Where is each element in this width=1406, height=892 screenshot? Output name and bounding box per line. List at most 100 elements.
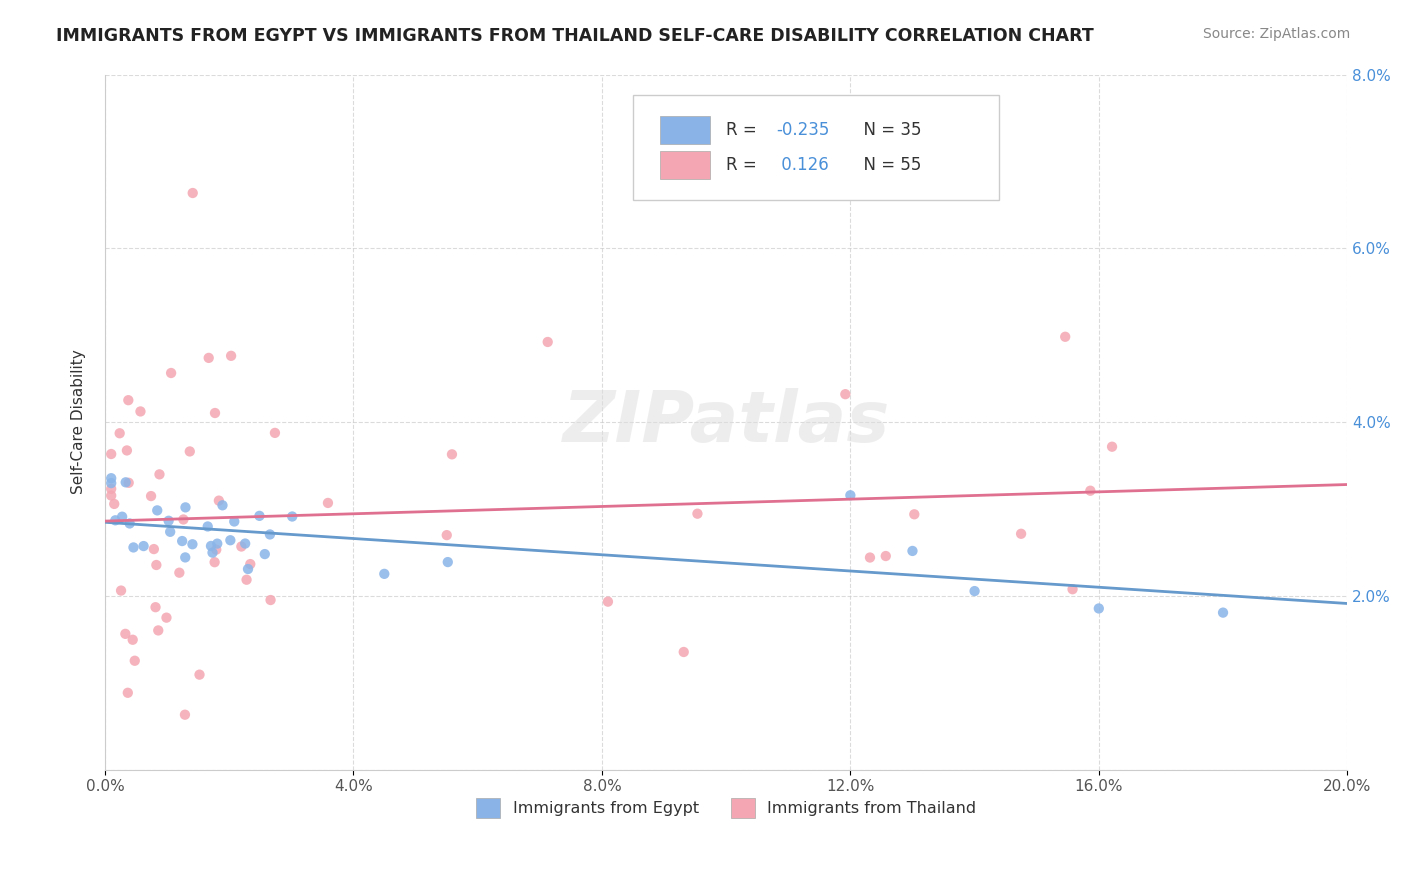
Point	[181, 537, 204, 551]
Point	[219, 533, 242, 548]
Point	[875, 549, 897, 563]
Text: 0.126: 0.126	[776, 156, 828, 174]
Point	[155, 610, 177, 624]
Text: R =: R =	[725, 121, 762, 139]
Point	[179, 444, 201, 458]
Point	[1078, 483, 1101, 498]
Point	[219, 349, 242, 363]
Point	[111, 509, 134, 524]
Point	[174, 550, 197, 565]
Point	[169, 566, 191, 580]
Point	[118, 475, 141, 490]
FancyBboxPatch shape	[661, 151, 710, 178]
Point	[1062, 582, 1084, 597]
Point	[174, 500, 197, 515]
Point	[253, 547, 276, 561]
Point	[204, 555, 226, 569]
Point	[129, 404, 152, 418]
Point	[122, 541, 145, 555]
Point	[114, 627, 136, 641]
Point	[159, 524, 181, 539]
Point	[118, 516, 141, 531]
Point	[200, 539, 222, 553]
Point	[373, 566, 395, 581]
FancyBboxPatch shape	[633, 95, 1000, 200]
Point	[103, 497, 125, 511]
Point	[174, 707, 197, 722]
Point	[121, 632, 143, 647]
Point	[197, 519, 219, 533]
Point	[231, 540, 253, 554]
Point	[132, 539, 155, 553]
Point	[117, 393, 139, 408]
Point	[197, 351, 219, 365]
Point	[201, 546, 224, 560]
Point	[160, 366, 183, 380]
Point	[145, 558, 167, 572]
Point	[834, 387, 856, 401]
Point	[211, 498, 233, 512]
FancyBboxPatch shape	[661, 116, 710, 144]
Point	[316, 496, 339, 510]
Point	[1054, 330, 1077, 344]
Point	[172, 512, 194, 526]
Point	[148, 624, 170, 638]
Point	[259, 593, 281, 607]
Point	[537, 334, 560, 349]
Point	[142, 542, 165, 557]
Point	[208, 493, 231, 508]
Legend: Immigrants from Egypt, Immigrants from Thailand: Immigrants from Egypt, Immigrants from T…	[470, 792, 983, 824]
Point	[124, 654, 146, 668]
Point	[239, 557, 262, 571]
Point	[235, 573, 257, 587]
Point	[148, 467, 170, 482]
Text: R =: R =	[725, 156, 762, 174]
Point	[236, 562, 259, 576]
Point	[281, 509, 304, 524]
Text: Source: ZipAtlas.com: Source: ZipAtlas.com	[1202, 27, 1350, 41]
Point	[100, 471, 122, 485]
Point	[839, 488, 862, 502]
Text: ZIPatlas: ZIPatlas	[562, 388, 890, 457]
Point	[259, 527, 281, 541]
Point	[100, 482, 122, 496]
Point	[249, 508, 271, 523]
Point	[181, 186, 204, 200]
Point	[224, 515, 246, 529]
Point	[172, 534, 194, 549]
Text: N = 55: N = 55	[853, 156, 921, 174]
Point	[963, 584, 986, 599]
Point	[139, 489, 162, 503]
Text: N = 35: N = 35	[853, 121, 921, 139]
Point	[903, 508, 925, 522]
Point	[117, 686, 139, 700]
Point	[108, 426, 131, 441]
Point	[100, 489, 122, 503]
Point	[859, 550, 882, 565]
Point	[672, 645, 695, 659]
Text: -0.235: -0.235	[776, 121, 830, 139]
Point	[1088, 601, 1111, 615]
Point	[157, 514, 180, 528]
Point	[104, 513, 127, 527]
Point	[146, 503, 169, 517]
Point	[901, 544, 924, 558]
Point	[188, 667, 211, 681]
Point	[207, 536, 229, 550]
Point	[440, 447, 463, 461]
Point	[436, 555, 458, 569]
Point	[264, 425, 287, 440]
Point	[436, 528, 458, 542]
Point	[100, 447, 122, 461]
Point	[204, 406, 226, 420]
Point	[205, 542, 228, 557]
Point	[145, 600, 167, 615]
Point	[1010, 526, 1032, 541]
Y-axis label: Self-Care Disability: Self-Care Disability	[72, 350, 86, 494]
Point	[233, 536, 256, 550]
Text: IMMIGRANTS FROM EGYPT VS IMMIGRANTS FROM THAILAND SELF-CARE DISABILITY CORRELATI: IMMIGRANTS FROM EGYPT VS IMMIGRANTS FROM…	[56, 27, 1094, 45]
Point	[114, 475, 136, 490]
Point	[110, 583, 132, 598]
Point	[115, 443, 138, 458]
Point	[686, 507, 709, 521]
